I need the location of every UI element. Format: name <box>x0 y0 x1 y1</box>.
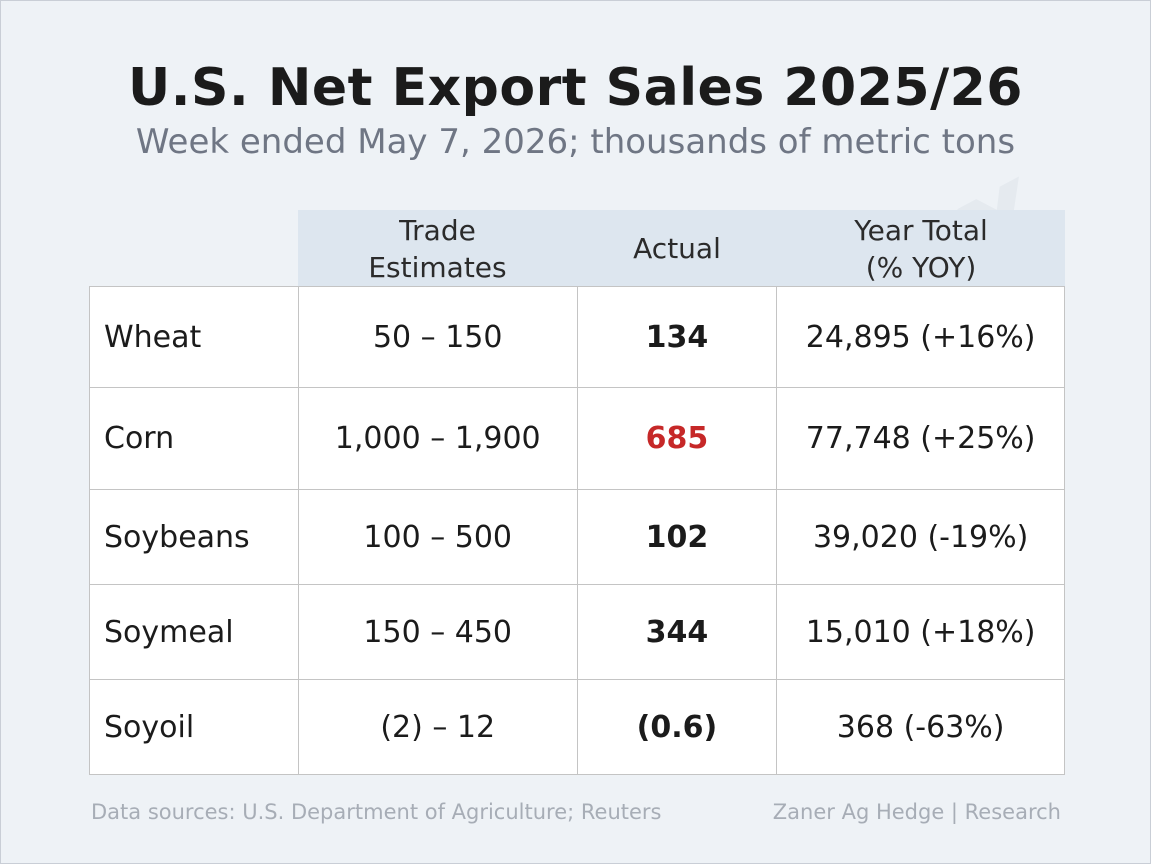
actual-value: 344 <box>576 584 778 680</box>
commodity-name: Soyoil <box>89 679 299 775</box>
table-row: Soybeans 100 – 500 102 39,020 (-19%) <box>89 489 1065 585</box>
trade-estimate: (2) – 12 <box>297 679 578 775</box>
year-total: 368 (-63%) <box>776 679 1065 775</box>
year-total: 24,895 (+16%) <box>776 286 1065 388</box>
trade-estimate: 150 – 450 <box>297 584 578 680</box>
page-subtitle: Week ended May 7, 2026; thousands of met… <box>135 122 1016 162</box>
header-actual: Actual <box>633 232 721 265</box>
commodity-name: Soymeal <box>89 584 299 680</box>
actual-value: 134 <box>576 286 778 388</box>
table-header-band <box>298 210 1065 287</box>
table-row: Soymeal 150 – 450 344 15,010 (+18%) <box>89 584 1065 680</box>
actual-value: 685 <box>576 387 778 490</box>
table-row: Soyoil (2) – 12 (0.6) 368 (-63%) <box>89 679 1065 775</box>
table-row: Corn 1,000 – 1,900 685 77,748 (+25%) <box>89 387 1065 490</box>
trade-estimate: 100 – 500 <box>297 489 578 585</box>
commodity-name: Soybeans <box>89 489 299 585</box>
footer-credit: Zaner Ag Hedge | Research <box>772 800 1061 824</box>
year-total: 39,020 (-19%) <box>776 489 1065 585</box>
actual-value: 102 <box>576 489 778 585</box>
export-sales-table: Wheat 50 – 150 134 24,895 (+16%) Corn 1,000 –… <box>89 286 1065 775</box>
year-total: 77,748 (+25%) <box>776 387 1065 490</box>
page-title: U.S. Net Export Sales 2025/26 <box>128 58 1023 118</box>
commodity-name: Wheat <box>89 286 299 388</box>
commodity-name: Corn <box>89 387 299 490</box>
year-total: 15,010 (+18%) <box>776 584 1065 680</box>
header-trade-estimates: Trade Estimates <box>368 213 507 284</box>
actual-value: (0.6) <box>576 679 778 775</box>
header-year-total: Year Total (% YOY) <box>854 213 988 284</box>
table-row: Wheat 50 – 150 134 24,895 (+16%) <box>89 286 1065 388</box>
trade-estimate: 50 – 150 <box>297 286 578 388</box>
footer-sources: Data sources: U.S. Department of Agricul… <box>91 800 662 824</box>
trade-estimate: 1,000 – 1,900 <box>297 387 578 490</box>
